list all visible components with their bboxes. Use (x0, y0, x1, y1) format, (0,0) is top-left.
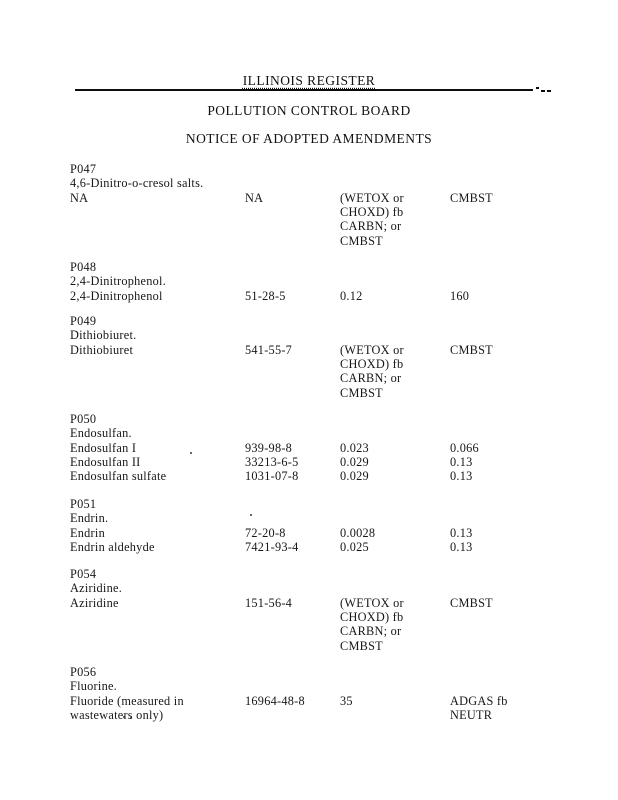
waste-code: P049 (70, 314, 97, 328)
table-row: Endosulfan sulfate 1031-07-8 0.029 0.13 (70, 469, 575, 483)
cas-number-cell: 7421-93-4 (245, 540, 299, 555)
waste-code-section: P054 Aziridine. Aziridine 151-56-4 (WETOX or… (70, 567, 575, 653)
table-row: 2,4-Dinitrophenol 51-28-5 0.12 160 (70, 289, 575, 303)
waste-code: P051 (70, 497, 97, 511)
waste-code-section: P048 2,4-Dinitrophenol. 2,4-Dinitrophenol 5… (70, 260, 575, 303)
chemical-name: 4,6-Dinitro-o-cresol salts. (70, 176, 204, 191)
standard-cell-b: CMBST (450, 190, 493, 205)
cas-number-cell: 151-56-4 (245, 595, 293, 610)
waste-code-section: P050 Endosulfan. Endosulfan I 939-98-8 0.023… (70, 412, 575, 484)
standard-cell-b: 0.13 (450, 525, 473, 540)
standard-cell-b: 0.066 (450, 440, 479, 455)
rule-dash (536, 87, 539, 89)
standard-cell-a: 0.12 (340, 288, 363, 303)
standard-cell-b: ADGAS fb NEUTR (450, 693, 508, 723)
register-title: ILLINOIS REGISTER (242, 73, 376, 88)
chemical-name: 2,4-Dinitrophenol. (70, 274, 167, 289)
constituent-cell: Aziridine (70, 595, 119, 610)
table-row: Endrin aldehyde 7421-93-4 0.025 0.13 (70, 540, 575, 554)
standard-cell-a: 0.023 (340, 440, 369, 455)
standard-cell-a: (WETOX or CHOXD) fb CARBN; or CMBST (340, 595, 404, 653)
waste-code-section: P056 Fluorine. Fluoride (measured in waste… (70, 665, 575, 722)
table-row: Dithiobiuret 541-55-7 (WETOX or CHOXD) fb … (70, 343, 575, 400)
scan-speckle (250, 514, 252, 516)
chemical-name: Aziridine. (70, 581, 123, 596)
rule-dash (547, 90, 551, 92)
chemical-name: Dithiobiuret. (70, 328, 137, 343)
standard-cell-b: 0.13 (450, 455, 473, 470)
cas-number-cell: 33213-6-5 (245, 455, 299, 470)
standard-cell-a: (WETOX or CHOXD) fb CARBN; or CMBST (340, 342, 404, 400)
notice-title: NOTICE OF ADOPTED AMENDMENTS (185, 131, 433, 146)
constituent-cell: 2,4-Dinitrophenol (70, 288, 163, 303)
standard-cell-a: 0.0028 (340, 525, 376, 540)
table-row: Endosulfan I 939-98-8 0.023 0.066 (70, 441, 575, 455)
waste-code: P056 (70, 665, 97, 679)
chemical-name: Endrin. (70, 511, 109, 526)
constituent-cell: Endosulfan I (70, 440, 137, 455)
cas-number-cell: 541-55-7 (245, 342, 293, 357)
standard-cell-a: (WETOX or CHOXD) fb CARBN; or CMBST (340, 190, 404, 248)
chemical-name: Endosulfan. (70, 426, 132, 441)
cas-number-cell: NA (245, 190, 264, 205)
standard-cell-a: 0.029 (340, 455, 369, 470)
scan-speckle (123, 716, 125, 718)
standard-cell-a: 0.025 (340, 540, 369, 555)
standard-cell-a: 0.029 (340, 469, 369, 484)
rule-dash (541, 90, 545, 92)
constituent-cell: Endosulfan II (70, 455, 141, 470)
table-row: Endrin 72-20-8 0.0028 0.13 (70, 526, 575, 540)
cas-number-cell: 16964-48-8 (245, 693, 305, 708)
scan-speckle (190, 452, 192, 454)
standard-cell-b: 0.13 (450, 469, 473, 484)
constituent-cell: Endrin (70, 525, 105, 540)
constituent-cell: Fluoride (measured in wastewaters only) (70, 693, 184, 723)
cas-number-cell: 51-28-5 (245, 288, 286, 303)
constituent-cell: Endosulfan sulfate (70, 469, 167, 484)
table-row: Fluoride (measured in wastewaters only) 1… (70, 694, 575, 723)
constituent-cell: Endrin aldehyde (70, 540, 155, 555)
waste-code-section: P047 4,6-Dinitro-o-cresol salts. NA NA (WETO… (70, 162, 575, 248)
scan-speckle (130, 717, 132, 719)
table-row: Endosulfan II 33213-6-5 0.029 0.13 (70, 455, 575, 469)
constituent-cell: NA (70, 190, 89, 205)
waste-code: P048 (70, 260, 97, 274)
waste-code: P047 (70, 162, 97, 176)
standard-cell-b: 160 (450, 288, 470, 303)
standard-cell-b: CMBST (450, 595, 493, 610)
waste-code: P050 (70, 412, 97, 426)
constituent-cell: Dithiobiuret (70, 342, 134, 357)
cas-number-cell: 1031-07-8 (245, 469, 299, 484)
table-row: NA NA (WETOX or CHOXD) fb CARBN; or CMBST C… (70, 191, 575, 248)
standard-cell-a: 35 (340, 693, 353, 708)
chemical-name: Fluorine. (70, 679, 117, 694)
standard-cell-b: 0.13 (450, 540, 473, 555)
waste-code-section: P051 Endrin. Endrin 72-20-8 0.0028 0.13 Endrin… (70, 497, 575, 554)
waste-code-section: P049 Dithiobiuret. Dithiobiuret 541-55-7 (WE… (70, 314, 575, 400)
table-row: Aziridine 151-56-4 (WETOX or CHOXD) fb CAR… (70, 596, 575, 653)
cas-number-cell: 72-20-8 (245, 525, 286, 540)
cas-number-cell: 939-98-8 (245, 440, 293, 455)
standard-cell-b: CMBST (450, 342, 493, 357)
board-title: POLLUTION CONTROL BOARD (207, 103, 411, 118)
header-rule (75, 89, 533, 91)
waste-code: P054 (70, 567, 97, 581)
